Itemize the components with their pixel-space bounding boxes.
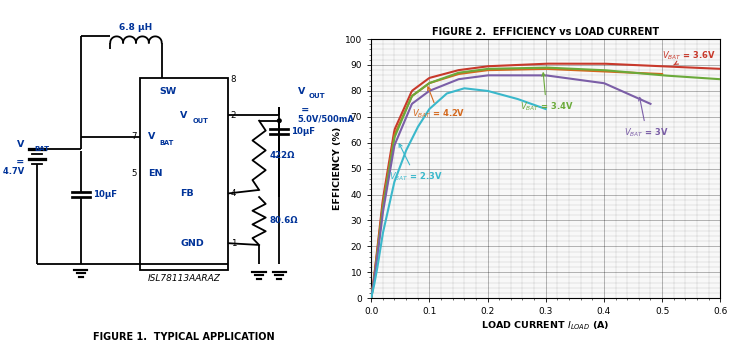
- Text: $V_{BAT}$ = 3.4V: $V_{BAT}$ = 3.4V: [520, 73, 573, 113]
- Text: V: V: [180, 111, 187, 120]
- Text: 4: 4: [231, 189, 236, 198]
- Text: =: =: [12, 157, 24, 166]
- Text: 5: 5: [132, 169, 137, 179]
- Text: V: V: [16, 140, 24, 149]
- Text: 1: 1: [231, 239, 236, 248]
- X-axis label: LOAD CURRENT $I_{LOAD}$ (A): LOAD CURRENT $I_{LOAD}$ (A): [481, 319, 610, 332]
- Circle shape: [278, 119, 281, 122]
- Text: $V_{BAT}$ = 4.2V: $V_{BAT}$ = 4.2V: [412, 87, 465, 120]
- Bar: [140, 78, 228, 270]
- Text: =: =: [298, 105, 309, 114]
- Text: 7: 7: [132, 132, 137, 141]
- Title: FIGURE 2.  EFFICIENCY vs LOAD CURRENT: FIGURE 2. EFFICIENCY vs LOAD CURRENT: [432, 27, 659, 37]
- Text: OUT: OUT: [193, 118, 209, 124]
- Text: FB: FB: [180, 189, 194, 198]
- Text: 80.6Ω: 80.6Ω: [269, 217, 298, 225]
- Text: BAT: BAT: [159, 140, 174, 146]
- Text: $V_{BAT}$ = 3.6V: $V_{BAT}$ = 3.6V: [662, 50, 716, 65]
- Text: EN: EN: [148, 169, 162, 179]
- Text: 0.8V TO 4.7V: 0.8V TO 4.7V: [0, 167, 24, 176]
- Y-axis label: EFFICIENCY (%): EFFICIENCY (%): [333, 127, 342, 210]
- Text: V: V: [148, 132, 155, 141]
- Text: GND: GND: [180, 239, 204, 248]
- Text: FIGURE 1.  TYPICAL APPLICATION: FIGURE 1. TYPICAL APPLICATION: [93, 332, 275, 342]
- Text: 2: 2: [231, 111, 236, 120]
- Text: 10μF: 10μF: [93, 190, 117, 199]
- Text: 5.0V/500mA: 5.0V/500mA: [298, 115, 354, 124]
- Text: V: V: [298, 87, 305, 96]
- Text: ISL78113AARAZ: ISL78113AARAZ: [147, 274, 220, 283]
- Text: 8: 8: [231, 75, 236, 84]
- Text: $V_{BAT}$ = 3V: $V_{BAT}$ = 3V: [624, 97, 669, 138]
- Text: 422Ω: 422Ω: [269, 151, 295, 160]
- Text: 6.8 μH: 6.8 μH: [119, 23, 153, 32]
- Text: SW: SW: [159, 87, 177, 96]
- Text: $V_{BAT}$ = 2.3V: $V_{BAT}$ = 2.3V: [389, 144, 442, 183]
- Text: BAT: BAT: [34, 146, 49, 152]
- Text: OUT: OUT: [309, 93, 326, 99]
- Text: 10μF: 10μF: [291, 127, 315, 136]
